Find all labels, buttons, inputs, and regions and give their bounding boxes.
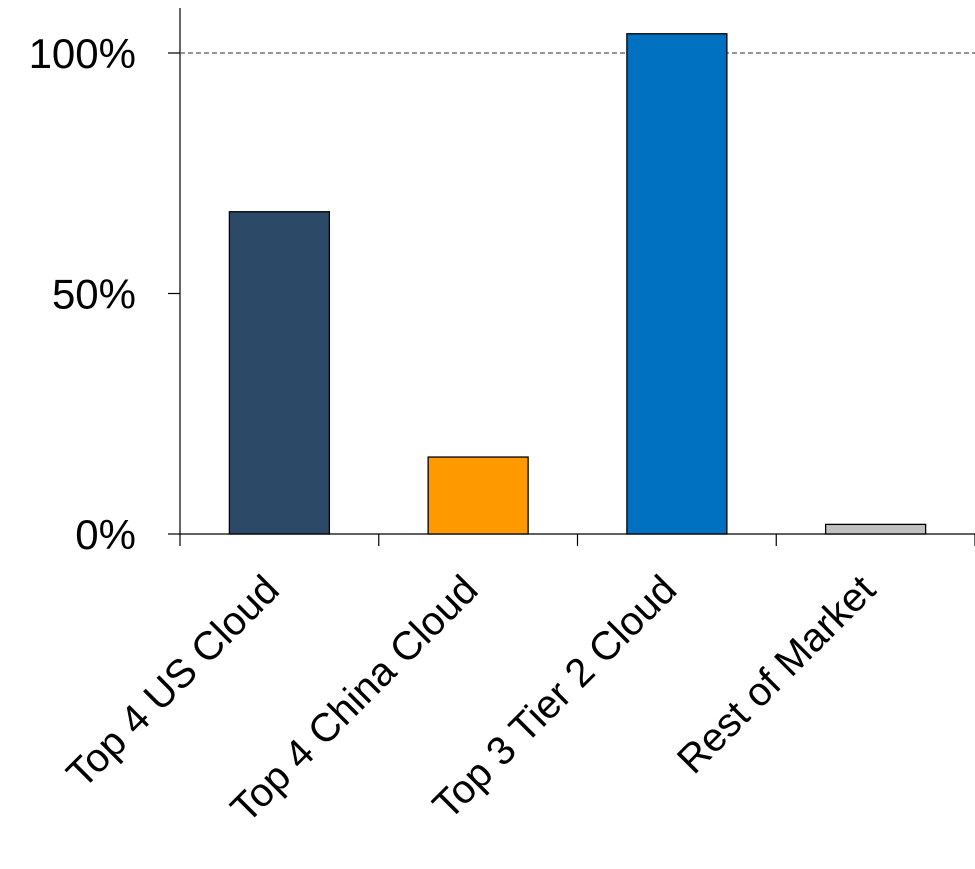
- bar-top-4-china-cloud: [427, 456, 529, 535]
- x-tick-label: Top 4 US Cloud: [59, 567, 288, 796]
- x-tick-label: Rest of Market: [669, 567, 884, 782]
- bar-rest-of-market: [824, 523, 927, 535]
- bar-top-4-us-cloud: [228, 211, 331, 535]
- x-ticks: [179, 534, 975, 546]
- y-tick-label: 50%: [52, 271, 136, 318]
- y-ticks: 0% 50% 100%: [29, 30, 180, 558]
- bar-top-3-tier-2-cloud: [626, 33, 728, 535]
- y-tick-label: 0%: [75, 511, 136, 558]
- y-tick-label: 100%: [29, 30, 136, 77]
- bars: [228, 33, 927, 535]
